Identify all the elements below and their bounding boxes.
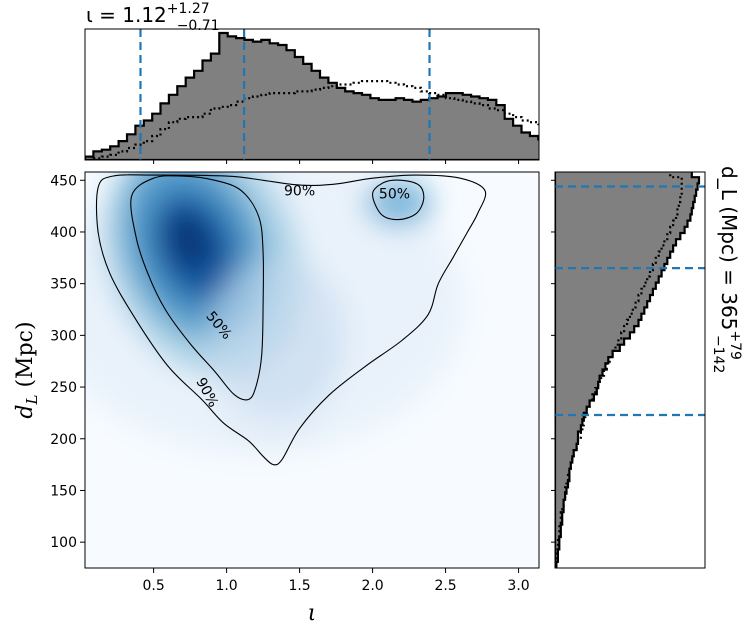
dL-hist-filled: [555, 172, 701, 568]
right-panel-frame: [554, 171, 706, 569]
contour-50pct-line: [372, 179, 425, 221]
iota-histogram: [85, 31, 539, 160]
iota-hist-filled: [85, 31, 539, 160]
credible-contours: [95, 174, 487, 466]
y-tick-label: 400: [50, 225, 77, 241]
contour-label: 50%: [379, 187, 410, 203]
dL-histogram: [555, 172, 701, 568]
contour-50pct-line: [130, 175, 265, 401]
y-tick-label: 150: [50, 483, 77, 499]
x-tick-label: 0.5: [142, 578, 164, 594]
y-axis-label: dL (Mpc): [13, 321, 41, 418]
main-panel: 50%50%90%90% 0.5 1.0 1.5 2.0 2.5 3.0 10015020…: [13, 171, 540, 626]
y-tick-label: 100: [50, 535, 77, 551]
y-tick-label: 450: [50, 173, 77, 189]
iota-title: ι = 1.12+1.27 −0.71: [86, 1, 220, 34]
x-axis-label: ι: [308, 601, 317, 626]
density-peak-max: [167, 212, 211, 270]
x-tick-label: 3.0: [507, 578, 529, 594]
contour-label: 90%: [284, 184, 315, 200]
right-marginal-panel: d_L (Mpc) = 365+79−142: [551, 166, 743, 569]
density-secondary-core: [374, 188, 423, 219]
heatmap-blobs: [85, 172, 466, 455]
top-marginal-panel: ι = 1.12+1.27 −0.71: [84, 1, 540, 164]
main-y-ticks: 100 150 200 250 300 350 400 450: [50, 173, 85, 551]
main-x-ticks: 0.5 1.0 1.5 2.0 2.5 3.0: [142, 568, 530, 594]
y-tick-label: 350: [50, 277, 77, 293]
y-tick-label: 200: [50, 432, 77, 448]
iota-quantile-lines: [139, 29, 431, 160]
density-heatmap: [85, 172, 466, 455]
x-tick-label: 1.5: [288, 578, 310, 594]
main-panel-frame: [84, 171, 540, 569]
dL-title: d_L (Mpc) = 365+79−142: [710, 166, 743, 373]
density-tertiary: [207, 255, 348, 416]
dL-hist-dotted: [555, 172, 683, 568]
iota-hist-dotted: [85, 80, 539, 160]
top-panel-frame: [84, 28, 540, 161]
dL-quantile-lines: [555, 185, 705, 417]
y-tick-label: 250: [50, 380, 77, 396]
x-tick-label: 1.0: [215, 578, 237, 594]
top-x-ticks: [153, 160, 520, 164]
contour-90pct-line: [95, 174, 487, 466]
x-tick-label: 2.0: [361, 578, 383, 594]
y-tick-label: 300: [50, 328, 77, 344]
right-y-ticks: [551, 179, 555, 543]
x-tick-label: 2.5: [434, 578, 456, 594]
